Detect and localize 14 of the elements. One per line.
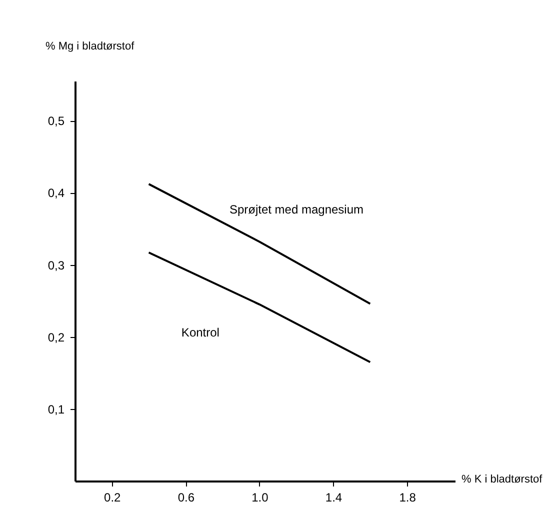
text: Kontrol — [181, 325, 220, 340]
y-tick-label: 0,2 — [48, 330, 65, 344]
x-tick-label: 0.6 — [178, 490, 195, 504]
y-tick-label: 0,1 — [48, 402, 65, 416]
y-tick-label: 0,4 — [48, 186, 65, 200]
y-axis-title: % Mg i bladtørstof — [46, 40, 136, 52]
x-tick-label: 1.8 — [399, 490, 416, 504]
x-axis-title: % K i bladtørstof — [462, 474, 544, 486]
x-tick-label: 0.2 — [104, 490, 122, 504]
x-tick-label: 1.0 — [252, 490, 269, 504]
series-label: Sprøjtet med magnesium — [229, 202, 364, 217]
y-tick-label: 0,5 — [48, 114, 65, 128]
x-tick-label: 1.4 — [325, 490, 342, 504]
y-tick-label: 0,3 — [48, 258, 65, 272]
